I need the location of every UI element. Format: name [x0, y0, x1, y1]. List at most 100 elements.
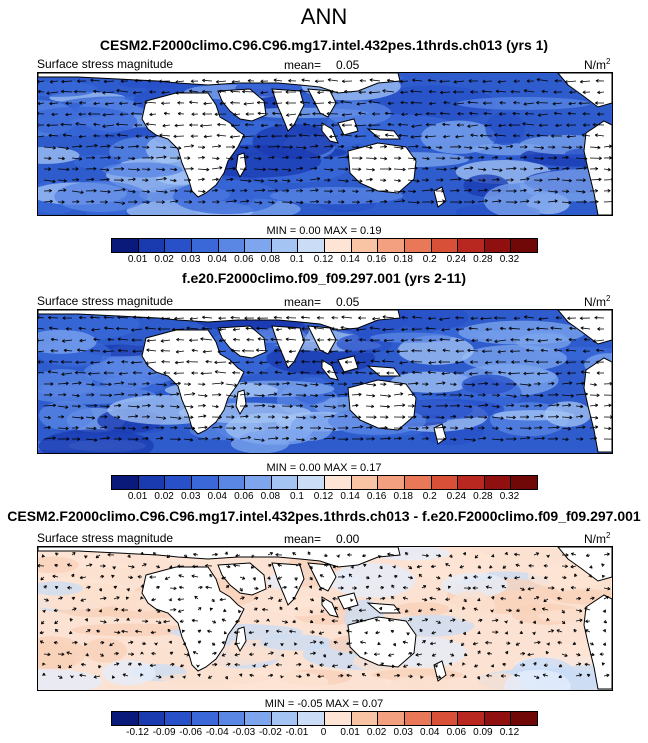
stress-vector-arrow — [105, 133, 115, 138]
stress-vector-arrow — [38, 338, 45, 343]
stress-vector-arrow — [596, 371, 604, 375]
colorbar-tick-label: 0.18 — [393, 491, 413, 502]
stress-vector-arrow — [561, 426, 571, 431]
panel-3-mean-value: 0.00 — [336, 532, 360, 546]
stress-vector-arrow — [301, 78, 311, 82]
stress-vector-arrow — [239, 435, 251, 440]
shading-patch — [420, 120, 497, 154]
stress-vector-arrow — [561, 145, 572, 150]
stress-vector-arrow — [317, 90, 325, 95]
stress-vector-arrow — [200, 337, 213, 341]
figure-title: ANN — [300, 4, 348, 29]
stress-vector-arrow — [151, 597, 157, 602]
stress-vector-arrow — [295, 563, 302, 567]
stress-vector-arrow — [540, 348, 549, 353]
stress-vector-arrow — [301, 359, 311, 364]
stress-vector-arrow — [477, 146, 489, 150]
stress-vector-arrow — [429, 596, 437, 601]
stress-vector-arrow — [244, 122, 255, 127]
stress-vector-arrow — [439, 111, 451, 116]
stress-vector-arrow — [186, 326, 199, 330]
stress-vector-arrow — [189, 100, 199, 105]
stress-vector-arrow — [487, 651, 493, 656]
stress-vector-arrow — [575, 662, 582, 666]
shading-patch — [493, 410, 575, 421]
stress-vector-arrow — [85, 416, 96, 420]
stress-vector-arrow — [233, 630, 241, 635]
stress-vector-arrow — [378, 606, 383, 611]
stress-vector-arrow — [523, 315, 535, 319]
stress-vector-arrow — [448, 608, 453, 613]
stress-vector-arrow — [491, 146, 503, 150]
stress-vector-arrow — [107, 553, 115, 557]
stress-vector-arrow — [359, 618, 367, 623]
stress-vector-arrow — [358, 316, 366, 320]
stress-vector-arrow — [57, 179, 67, 183]
stress-vector-arrow — [589, 145, 601, 150]
stress-vector-arrow — [504, 576, 508, 581]
stress-vector-arrow — [526, 133, 535, 138]
stress-vector-arrow — [589, 415, 599, 420]
shading-patch — [462, 344, 567, 372]
stress-vector-arrow — [579, 316, 591, 321]
stress-vector-arrow — [351, 415, 362, 420]
stress-vector-arrow — [43, 415, 51, 420]
stress-vector-arrow — [601, 563, 605, 567]
stress-vector-arrow — [468, 326, 479, 331]
stress-vector-arrow — [294, 642, 298, 646]
stress-vector-arrow — [484, 360, 493, 365]
stress-vector-arrow — [589, 652, 595, 657]
stress-vector-arrow — [547, 145, 556, 149]
stress-vector-arrow — [306, 673, 311, 677]
stress-vector-arrow — [155, 404, 165, 408]
stress-vector-arrow — [257, 111, 269, 116]
colorbar-box — [431, 239, 459, 252]
stress-vector-arrow — [407, 392, 415, 397]
colorbar-box — [271, 712, 299, 725]
stress-vector-arrow — [337, 437, 349, 442]
stress-vector-arrow — [365, 596, 372, 601]
stress-vector-arrow — [470, 316, 479, 321]
colorbar-tick-label: 0 — [320, 727, 327, 738]
stress-vector-arrow — [259, 371, 269, 375]
stress-vector-arrow — [557, 640, 563, 645]
stress-vector-arrow — [547, 414, 559, 419]
stress-vector-arrow — [49, 326, 59, 330]
stress-vector-arrow — [350, 565, 354, 569]
stress-vector-arrow — [54, 586, 59, 590]
stress-vector-arrow — [281, 425, 289, 430]
stress-vector-arrow — [239, 414, 249, 419]
stress-vector-arrow — [393, 607, 400, 612]
stress-vector-arrow — [295, 146, 307, 150]
stress-vector-arrow — [504, 551, 508, 556]
stress-vector-arrow — [71, 199, 80, 204]
stress-vector-arrow — [169, 381, 181, 386]
stress-vector-arrow — [71, 157, 83, 161]
stress-vector-arrow — [399, 361, 409, 365]
stress-vector-arrow — [364, 662, 368, 667]
stress-vector-arrow — [61, 79, 73, 84]
stress-vector-arrow — [547, 166, 560, 171]
stress-vector-arrow — [470, 90, 478, 94]
stress-vector-arrow — [85, 438, 98, 442]
stress-vector-arrow — [225, 199, 237, 203]
stress-vector-arrow — [393, 199, 406, 203]
stress-vector-arrow — [286, 113, 297, 117]
stress-vector-arrow — [491, 199, 502, 203]
stress-vector-arrow — [523, 359, 535, 363]
stress-vector-arrow — [387, 618, 395, 623]
colorbar-box — [404, 239, 432, 252]
stress-vector-arrow — [400, 100, 409, 105]
stress-vector-arrow — [506, 189, 517, 193]
stress-vector-arrow — [588, 574, 592, 578]
shading-patch — [268, 595, 334, 617]
stress-vector-arrow — [223, 630, 228, 635]
stress-vector-arrow — [117, 133, 129, 137]
stress-vector-arrow — [344, 338, 353, 343]
stress-vector-arrow — [431, 631, 437, 635]
stress-vector-arrow — [407, 651, 413, 656]
stress-vector-arrow — [71, 167, 79, 171]
stress-vector-arrow — [169, 565, 173, 569]
panel-2-title: f.e20.F2000climo.f09_f09.297.001 (yrs 2-… — [181, 270, 467, 286]
stress-vector-arrow — [449, 188, 460, 193]
